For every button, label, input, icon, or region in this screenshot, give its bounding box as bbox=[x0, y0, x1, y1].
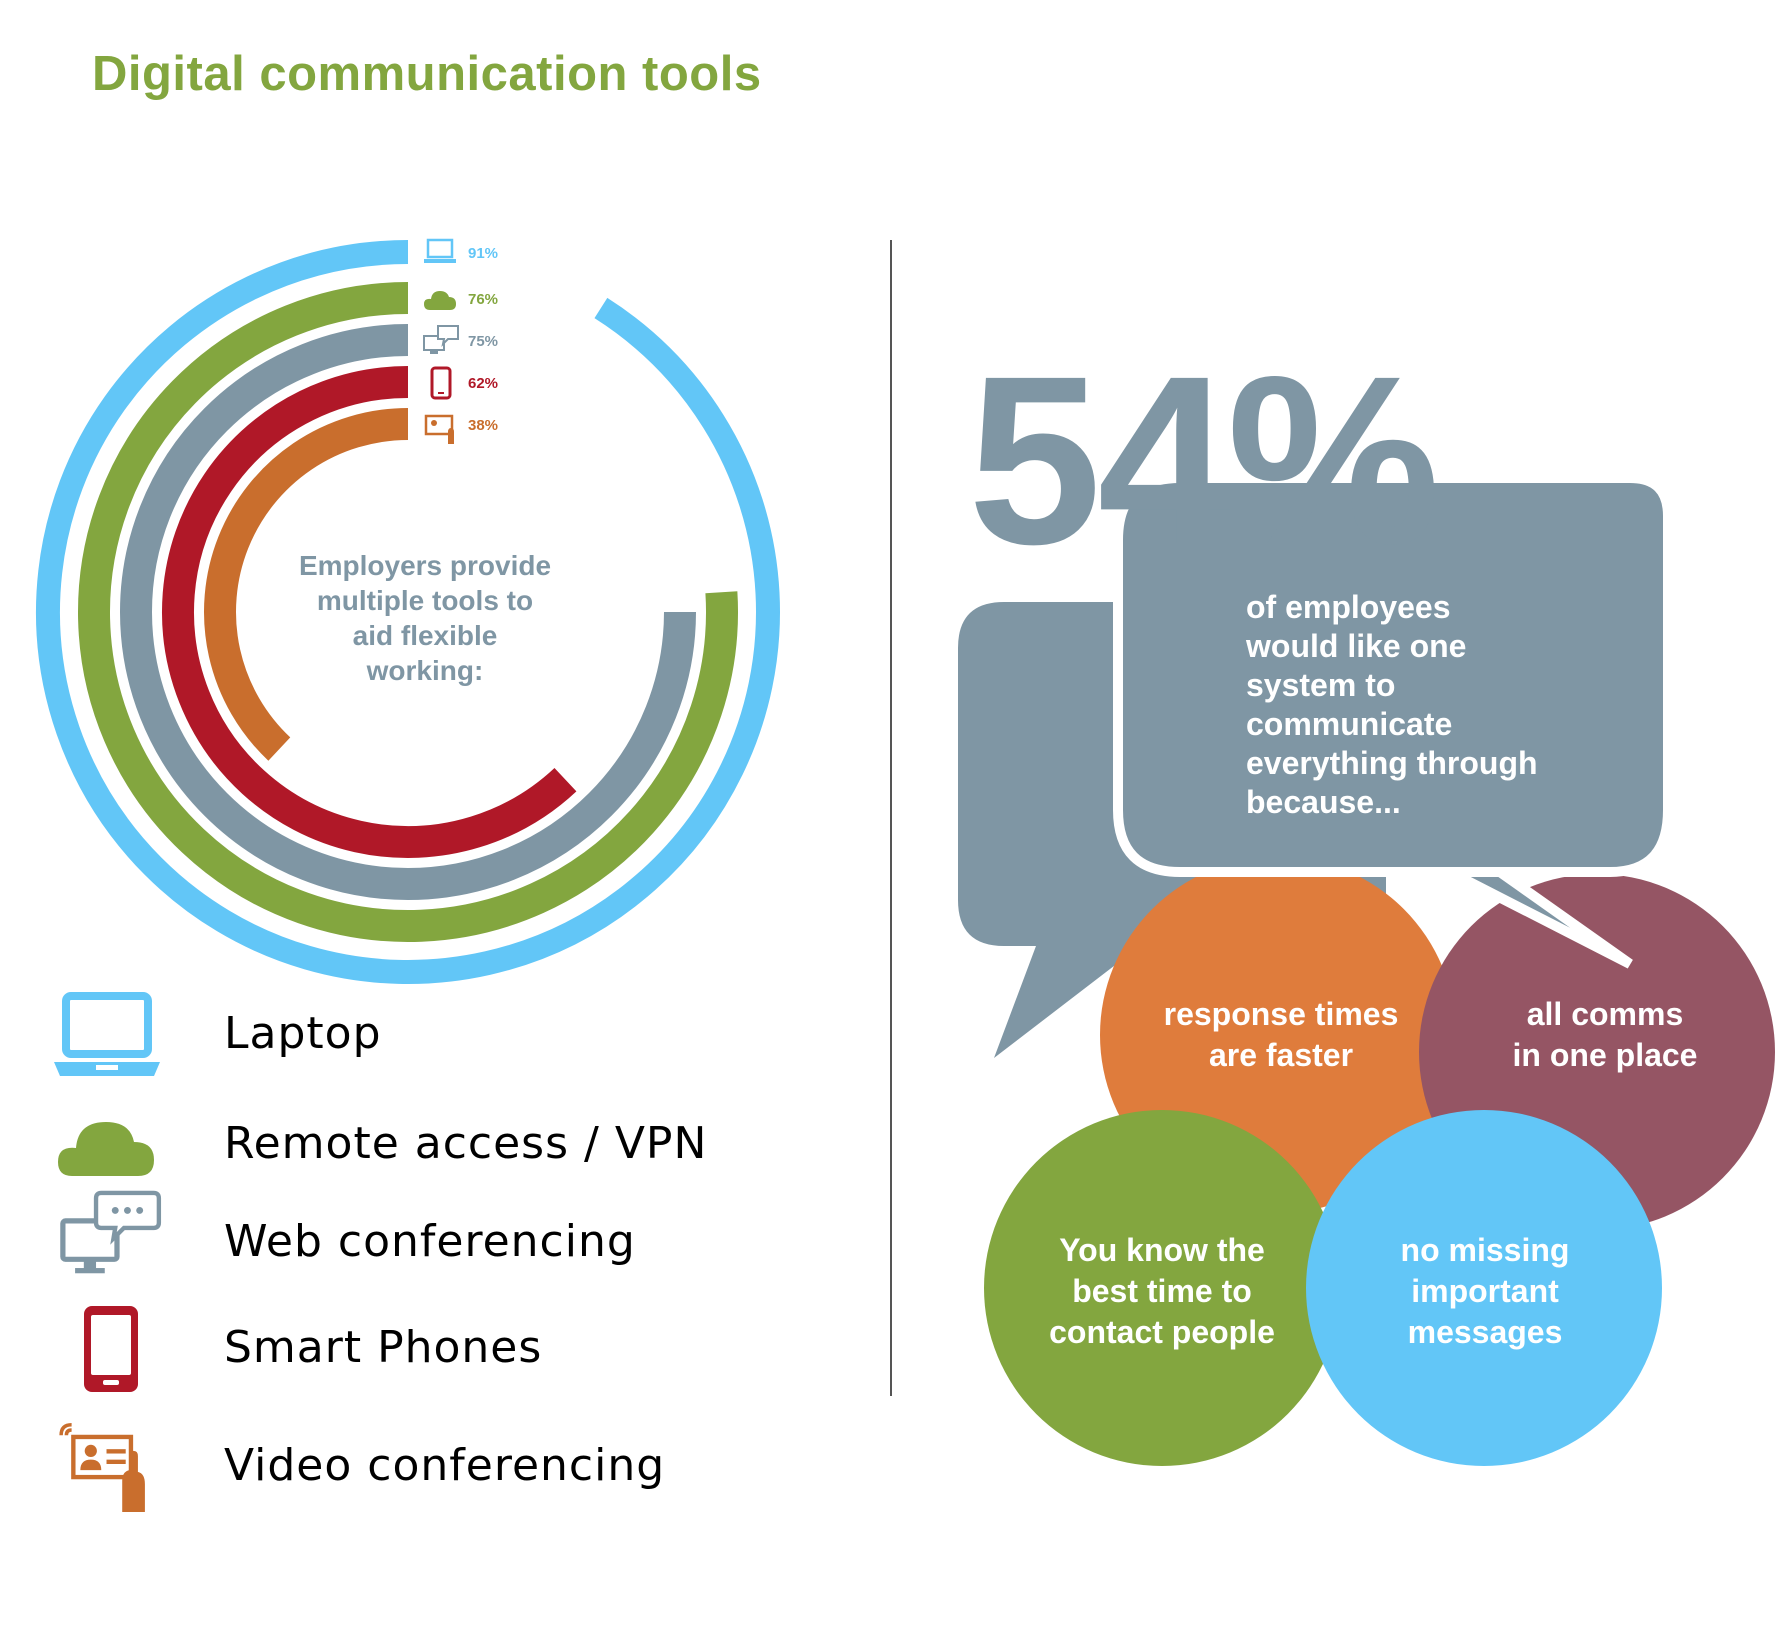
reason-circle-best-time bbox=[984, 1110, 1340, 1466]
ring-marker-laptop-icon bbox=[424, 238, 456, 263]
laptop-icon bbox=[54, 992, 160, 1076]
legend-label: Web conferencing bbox=[224, 1216, 636, 1267]
reason-all-comms: all comms in one place bbox=[1512, 996, 1698, 1073]
arc-video-conferencing bbox=[204, 408, 409, 761]
speech-bubbles bbox=[958, 473, 1775, 1466]
cloud-icon bbox=[58, 1122, 154, 1176]
page-title: Digital communication tools bbox=[92, 47, 762, 101]
stat-description: of employees would like one system to co… bbox=[1246, 589, 1538, 820]
arc-smart-phones bbox=[162, 366, 577, 858]
legend-label: Remote access / VPN bbox=[224, 1118, 708, 1169]
legend-label: Video conferencing bbox=[224, 1440, 666, 1491]
speech-bubble-front bbox=[1113, 473, 1673, 969]
divider bbox=[890, 240, 892, 1396]
reason-no-missing: no missing important messages bbox=[1400, 1232, 1570, 1350]
ring-marker-smartphone-icon bbox=[430, 366, 452, 400]
big-stat-value: 54% bbox=[968, 326, 1440, 594]
reason-best-time: You know the best time to contact people bbox=[1049, 1232, 1275, 1350]
legend-item-laptop: Laptop bbox=[50, 988, 770, 1084]
arc-laptop bbox=[36, 240, 780, 984]
ring-marker-cloud-icon bbox=[424, 291, 456, 310]
reason-circle-no-missing bbox=[1306, 1110, 1662, 1466]
video-conference-icon bbox=[59, 1422, 145, 1512]
legend-item-smart-phones: Smart Phones bbox=[50, 1302, 770, 1398]
chart-center-text: Employers provide multiple tools to aid … bbox=[298, 550, 552, 686]
arc-web-conferencing bbox=[120, 324, 696, 900]
value-label-web-conferencing: 75% bbox=[468, 333, 498, 350]
legend-item-web-conferencing: Web conferencing bbox=[50, 1186, 770, 1282]
value-label-remote-access-vpn: 76% bbox=[468, 291, 498, 308]
legend-item-video-conferencing: Video conferencing bbox=[50, 1416, 770, 1512]
reason-response-times: response times are faster bbox=[1163, 996, 1399, 1073]
value-label-video-conferencing: 38% bbox=[468, 417, 498, 434]
radial-bar-chart: 91% 76% 75% 62% 38% bbox=[36, 238, 780, 984]
legend-label: Smart Phones bbox=[224, 1322, 543, 1373]
legend-label: Laptop bbox=[224, 1008, 382, 1059]
value-label-laptop: 91% bbox=[468, 245, 498, 262]
smartphone-icon bbox=[84, 1306, 138, 1392]
ring-marker-video-conference-icon bbox=[424, 414, 454, 444]
value-label-smart-phones: 62% bbox=[468, 375, 498, 392]
web-conference-icon bbox=[60, 1190, 162, 1274]
legend-item-remote-access: Remote access / VPN bbox=[50, 1092, 770, 1188]
arc-remote-access-vpn bbox=[78, 282, 738, 942]
ring-marker-web-conference-icon bbox=[423, 325, 459, 354]
